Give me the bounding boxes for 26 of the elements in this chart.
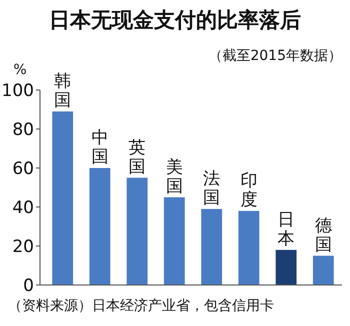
x-tick-label: 英国 <box>128 138 146 177</box>
y-axis-title: % <box>13 62 27 78</box>
bar <box>89 168 110 285</box>
x-tick-label: 日本 <box>278 210 295 249</box>
text: （资料来源）日本经济产业省，包含信用卡 <box>8 298 274 314</box>
x-tick-label: 法国 <box>203 168 220 208</box>
bar <box>312 256 334 285</box>
y-tick-label: 100 <box>2 81 34 101</box>
bar <box>126 178 148 285</box>
x-tick-label: 德国 <box>314 216 332 255</box>
x-tick-label: 印度 <box>240 170 258 210</box>
y-tick-label: 20 <box>12 237 34 257</box>
y-tick-label: 0 <box>23 276 34 296</box>
x-tick-label: 韩国 <box>54 71 72 110</box>
y-tick-label: 60 <box>12 159 34 179</box>
bar <box>238 210 260 285</box>
bar <box>52 111 74 285</box>
chart-subtitle: （截至2015年数据） <box>208 48 342 64</box>
bar <box>201 208 222 285</box>
chart-title: 日本无现金支付的比率落后 <box>49 8 301 32</box>
bar <box>276 250 297 285</box>
y-tick-label: 40 <box>12 198 34 218</box>
x-tick-label: 美国 <box>166 157 183 196</box>
y-tick-label: 80 <box>12 120 34 140</box>
x-tick-label: 中国 <box>91 128 108 167</box>
bar <box>164 197 185 285</box>
